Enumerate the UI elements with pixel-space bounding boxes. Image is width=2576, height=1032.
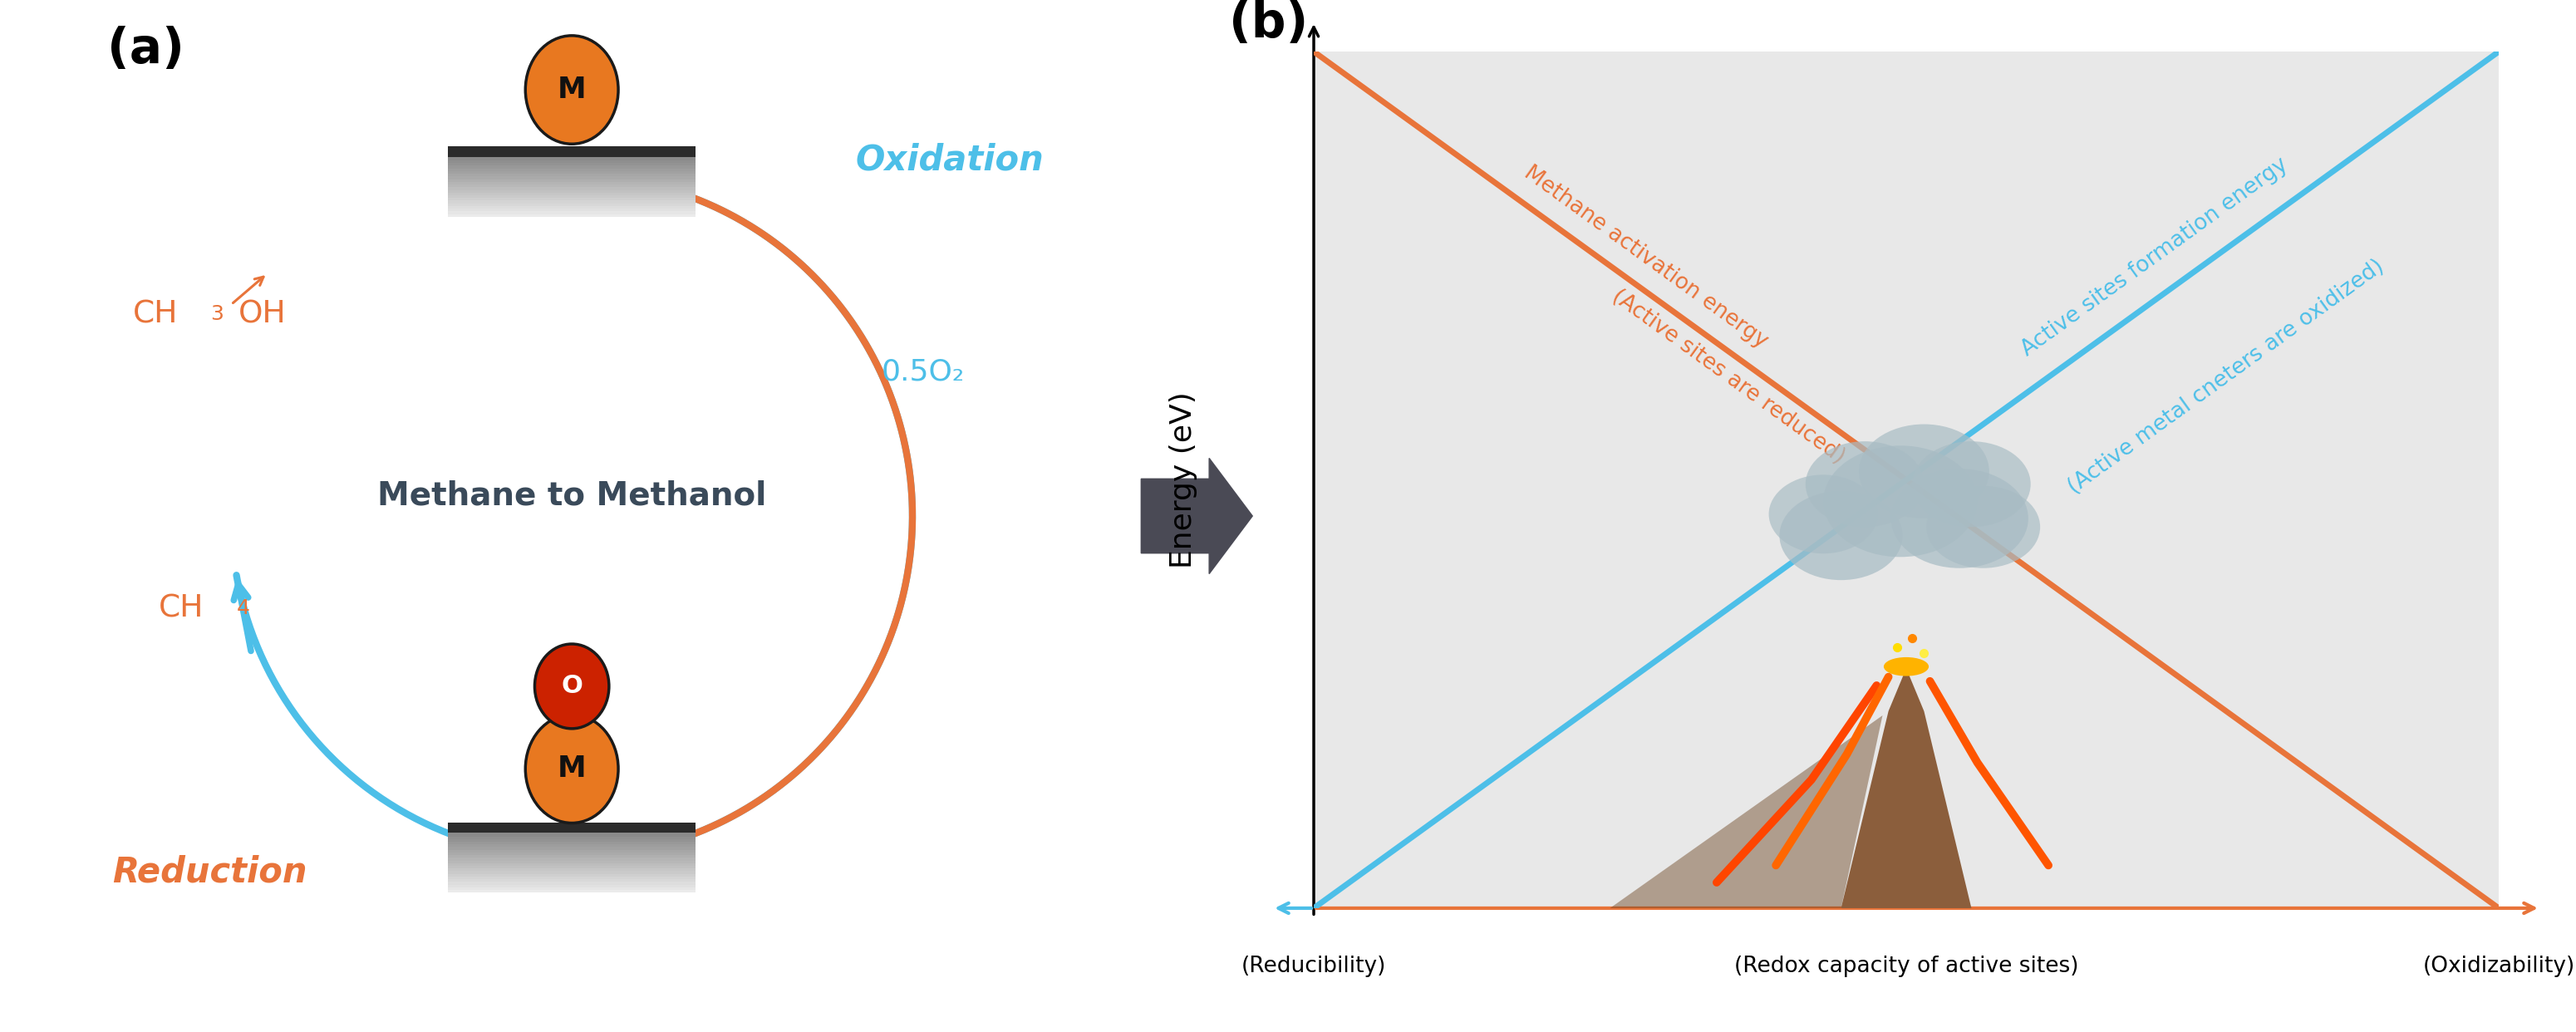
- Bar: [448, 160, 696, 163]
- Text: CH: CH: [160, 594, 204, 623]
- Polygon shape: [1610, 715, 1883, 908]
- Polygon shape: [1610, 669, 2202, 908]
- Circle shape: [1927, 486, 2040, 568]
- Text: Reduction: Reduction: [113, 854, 307, 890]
- Bar: [448, 206, 696, 208]
- Text: Methane to Methanol: Methane to Methanol: [376, 480, 768, 511]
- Bar: [448, 829, 696, 831]
- Bar: [448, 823, 696, 833]
- Bar: [448, 198, 696, 200]
- Bar: [448, 834, 696, 836]
- Text: (Redox capacity of active sites): (Redox capacity of active sites): [1734, 956, 2079, 977]
- Text: CH: CH: [134, 300, 178, 329]
- Text: 0.5O₂: 0.5O₂: [881, 357, 966, 386]
- Bar: [448, 190, 696, 193]
- Text: (b): (b): [1229, 0, 1309, 47]
- Bar: [448, 155, 696, 158]
- Bar: [448, 844, 696, 847]
- Bar: [448, 168, 696, 171]
- Text: (a): (a): [108, 26, 185, 73]
- Bar: [448, 193, 696, 195]
- Bar: [448, 866, 696, 869]
- Bar: [448, 888, 696, 890]
- Bar: [448, 876, 696, 879]
- Bar: [448, 212, 696, 214]
- Text: Active sites formation energy: Active sites formation energy: [2017, 154, 2293, 360]
- Bar: [448, 858, 696, 861]
- Bar: [448, 836, 696, 839]
- Bar: [448, 203, 696, 206]
- Circle shape: [1911, 442, 2030, 527]
- Bar: [448, 158, 696, 160]
- Ellipse shape: [536, 644, 608, 729]
- Bar: [448, 176, 696, 180]
- Bar: [448, 847, 696, 849]
- Text: OH: OH: [240, 300, 286, 329]
- Bar: [448, 856, 696, 858]
- Ellipse shape: [526, 35, 618, 143]
- Bar: [448, 826, 696, 829]
- Ellipse shape: [1883, 657, 1929, 676]
- Circle shape: [1891, 469, 2027, 568]
- Bar: [448, 890, 696, 893]
- Bar: [448, 153, 696, 155]
- Text: (Oxidizability): (Oxidizability): [2421, 956, 2576, 977]
- Bar: [448, 171, 696, 173]
- Bar: [448, 884, 696, 888]
- Bar: [448, 852, 696, 856]
- Bar: [448, 879, 696, 882]
- Text: 4: 4: [237, 599, 250, 618]
- Bar: [448, 208, 696, 212]
- Circle shape: [1770, 475, 1878, 553]
- Bar: [448, 869, 696, 871]
- Bar: [448, 185, 696, 187]
- Text: 3: 3: [211, 304, 224, 324]
- Bar: [448, 214, 696, 217]
- Text: Oxidation: Oxidation: [855, 142, 1043, 178]
- Bar: [448, 871, 696, 874]
- Bar: [448, 200, 696, 203]
- Text: (Reducibility): (Reducibility): [1242, 956, 1386, 977]
- Text: M: M: [556, 75, 587, 104]
- Bar: [448, 849, 696, 852]
- Circle shape: [1806, 442, 1924, 527]
- Bar: [448, 839, 696, 842]
- Bar: [448, 882, 696, 884]
- Bar: [448, 182, 696, 185]
- Circle shape: [1780, 491, 1904, 580]
- Bar: [448, 166, 696, 168]
- Circle shape: [1824, 446, 1978, 557]
- Bar: [448, 147, 696, 157]
- FancyArrow shape: [1141, 458, 1252, 574]
- Bar: [448, 187, 696, 190]
- Bar: [448, 874, 696, 876]
- Circle shape: [1860, 424, 1989, 518]
- Text: M: M: [556, 754, 587, 783]
- Bar: [448, 180, 696, 182]
- Bar: [448, 195, 696, 198]
- Bar: [448, 831, 696, 834]
- Text: (Active sites are reduced): (Active sites are reduced): [1607, 286, 1850, 469]
- Bar: [448, 863, 696, 866]
- Text: O: O: [562, 674, 582, 699]
- Ellipse shape: [526, 714, 618, 824]
- Text: Energy (eV): Energy (eV): [1170, 391, 1198, 569]
- Bar: [448, 861, 696, 863]
- Bar: [448, 842, 696, 844]
- Text: (Active metal cneters are oxidized): (Active metal cneters are oxidized): [2063, 256, 2388, 498]
- Bar: [448, 150, 696, 153]
- Text: Methane activation energy: Methane activation energy: [1520, 162, 1772, 352]
- Bar: [448, 173, 696, 176]
- Bar: [448, 163, 696, 166]
